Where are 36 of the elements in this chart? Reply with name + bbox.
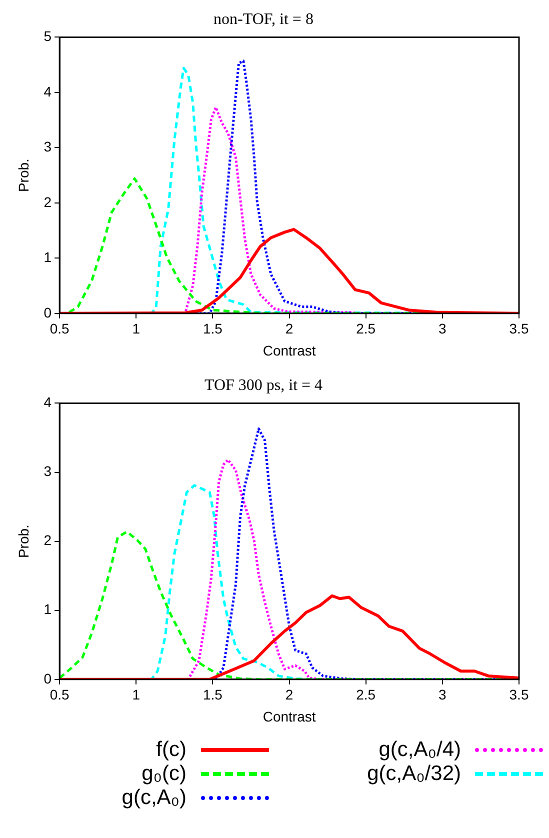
x-tick-label: 2 [285,686,294,703]
x-tick-label: 1 [132,686,140,703]
x-tick-label: 1 [132,320,140,337]
y-tick-label: 0 [44,670,52,686]
x-tick-label: 2.5 [356,320,376,337]
y-tick-label: 2 [44,532,52,548]
y-axis-title: Prob. [15,158,32,192]
y-tick-label: 4 [44,83,52,100]
y-tick-label: 4 [44,394,52,410]
x-axis-title: Contrast [262,708,316,724]
y-tick-label: 1 [44,249,52,266]
x-tick-label: 2 [285,320,294,337]
y-axis-title: Prob. [15,524,32,558]
x-tick-label: 1.5 [202,686,223,703]
legend-label: f(c) [156,738,186,762]
x-tick-label: 0.5 [50,686,70,703]
chart-title: TOF 300 ps, it = 4 [204,376,323,394]
y-tick-label: 2 [44,194,52,210]
x-tick-label: 2.5 [356,686,376,703]
y-tick-label: 0 [44,304,52,320]
x-tick-label: 0.5 [50,320,70,337]
chart-title: non-TOF, it = 8 [214,10,314,28]
legend-label: g₀(c) [142,762,186,786]
legend-label: g(c,A₀/4) [378,738,461,762]
y-tick-label: 3 [44,463,52,480]
x-tick-label: 3 [438,320,447,337]
y-tick-label: 1 [44,601,52,618]
x-tick-label: 3.5 [509,686,529,703]
legend-label: g(c,A₀) [122,786,186,810]
x-tick-label: 3 [438,686,447,703]
x-tick-label: 3.5 [509,320,529,337]
legend-label: g(c,A₀/32) [367,762,461,786]
x-axis-title: Contrast [262,342,316,358]
x-tick-label: 1.5 [202,320,223,337]
y-tick-label: 3 [44,138,52,155]
y-tick-label: 5 [44,28,52,44]
